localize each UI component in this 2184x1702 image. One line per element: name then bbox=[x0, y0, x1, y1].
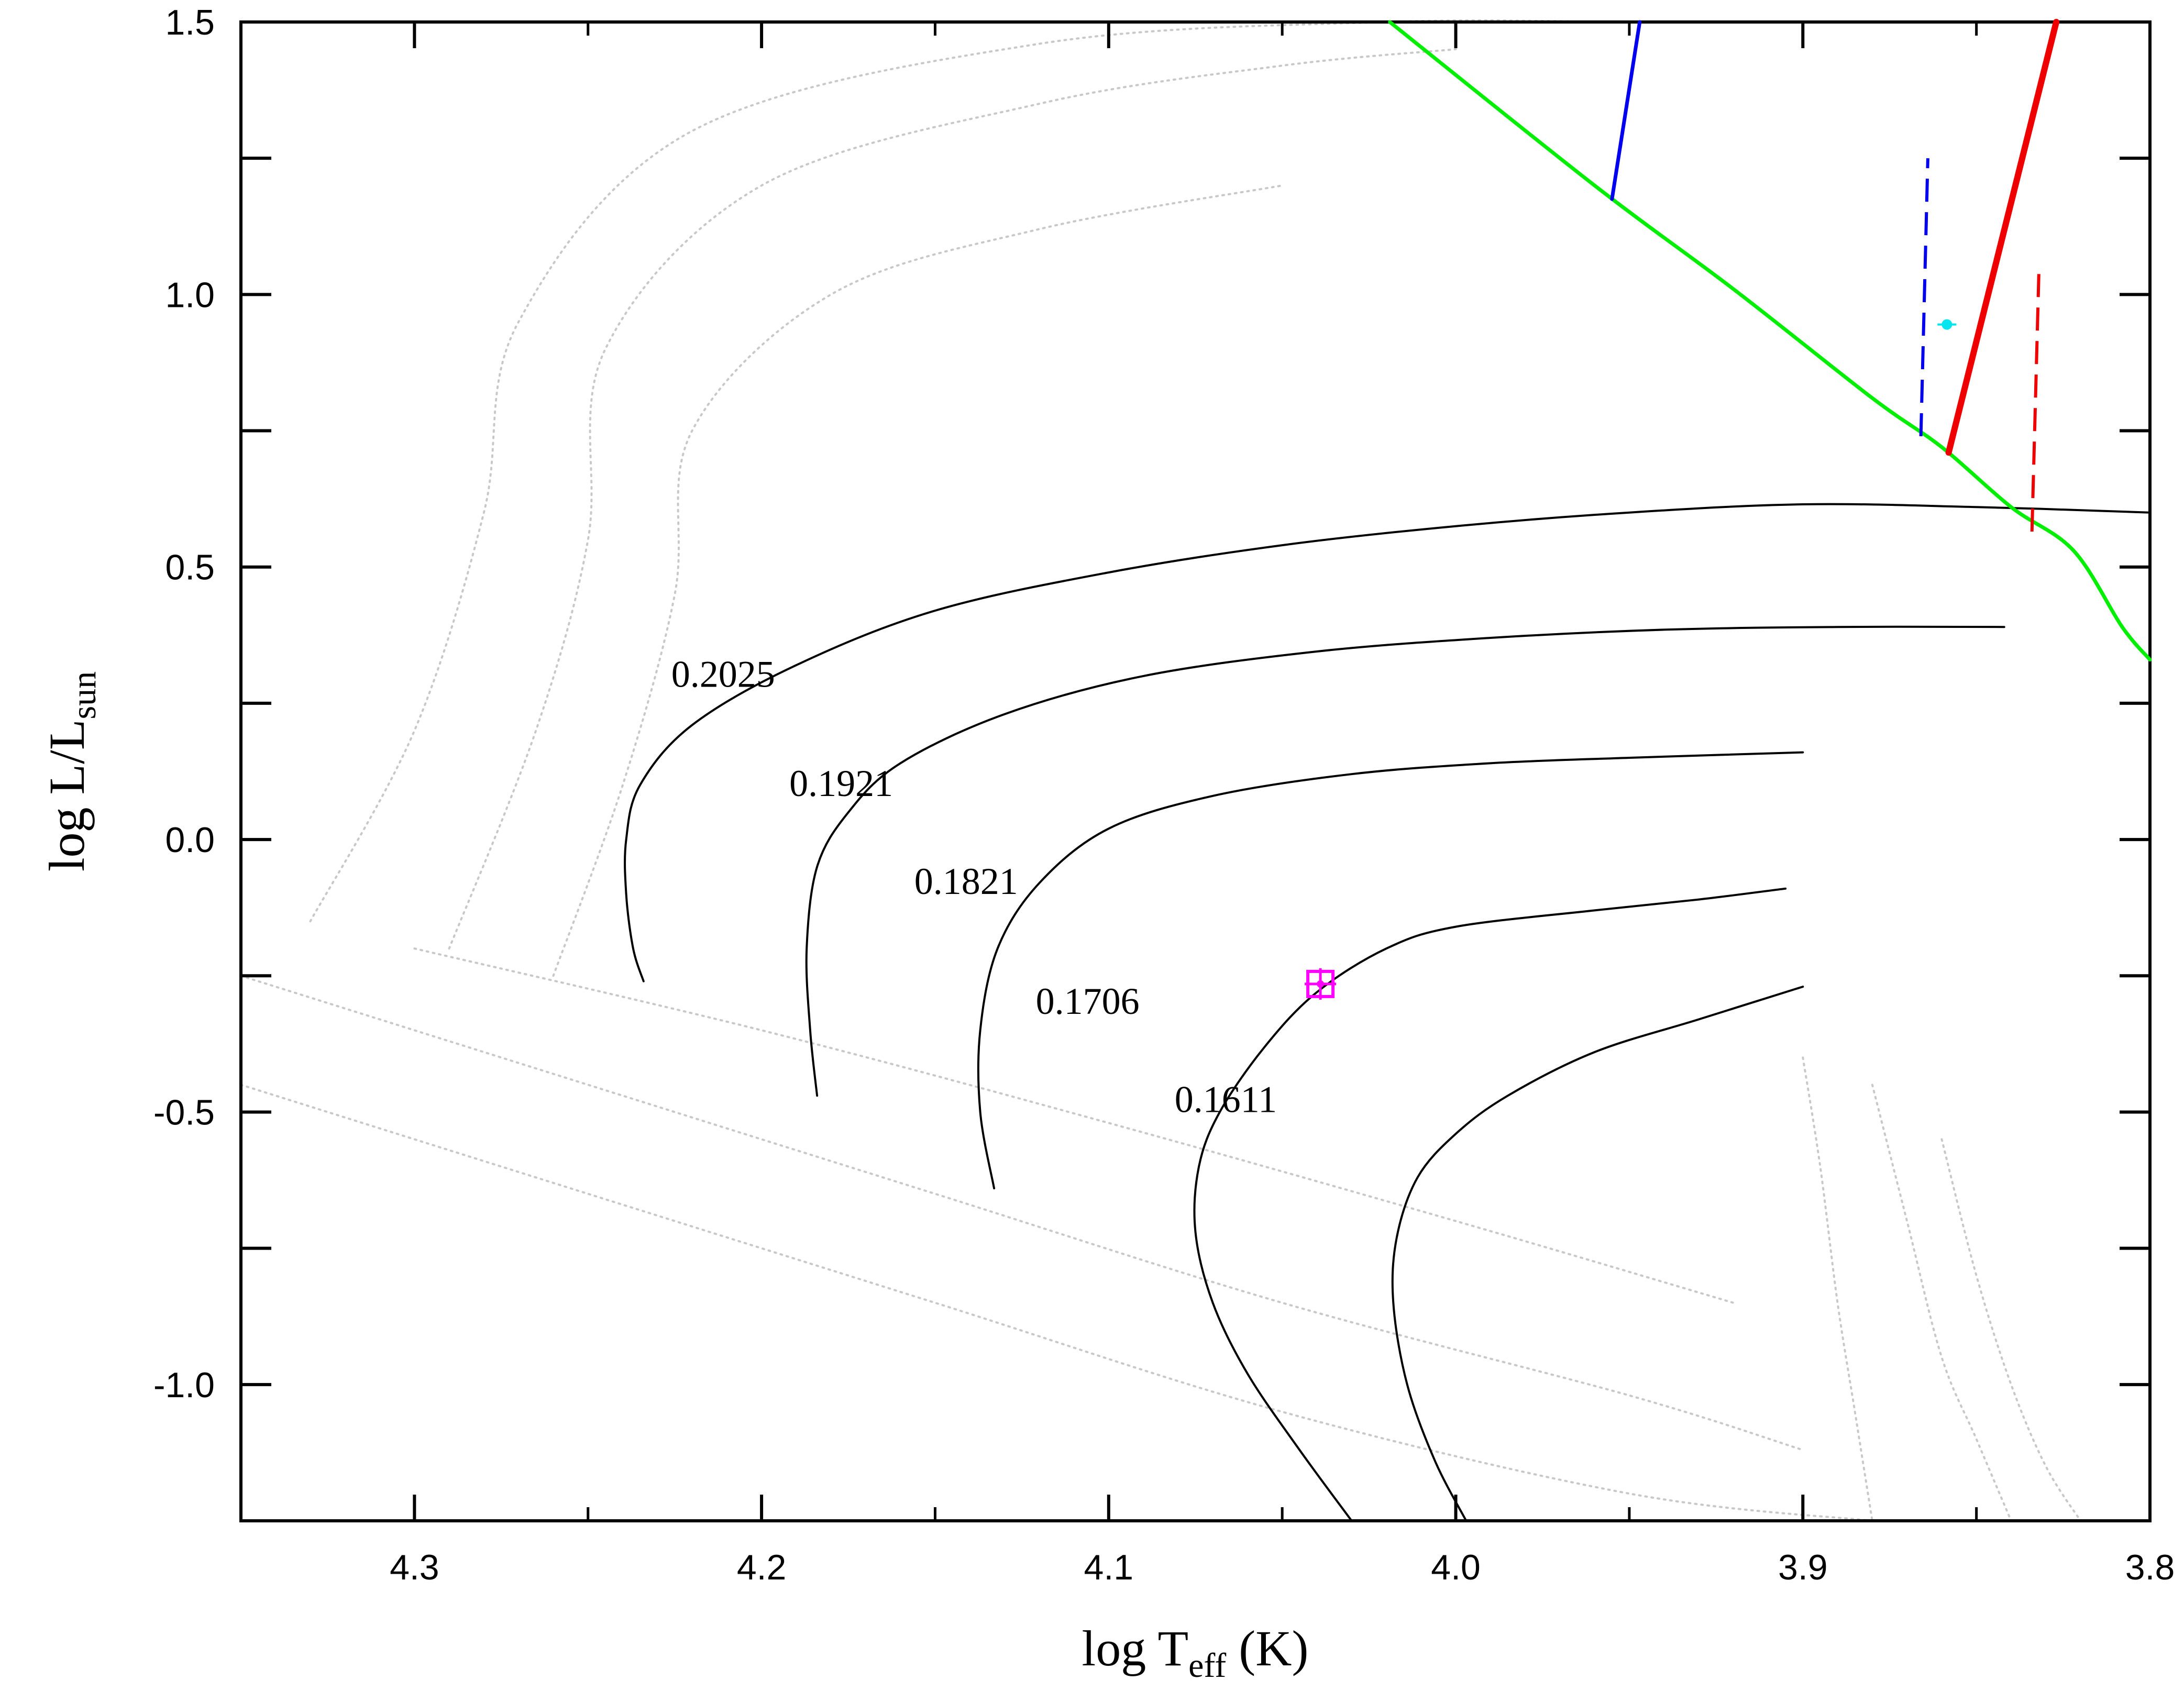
red-edge-solid bbox=[1949, 22, 2057, 452]
track-labels: 0.2025 0.1921 0.1821 0.1706 0.1611 bbox=[671, 654, 1277, 1121]
background-track-7 bbox=[1803, 1057, 1872, 1521]
background-track-3 bbox=[554, 185, 1283, 976]
y-tick-label: 0.0 bbox=[165, 820, 215, 860]
background-track-2 bbox=[449, 49, 1456, 948]
red-edge-dashed bbox=[2032, 273, 2039, 532]
x-tick-label: 4.0 bbox=[1431, 1548, 1481, 1587]
mass-track-0.2025 bbox=[625, 504, 2150, 981]
blue-edge-dashed bbox=[1921, 158, 1928, 436]
mass-track-0.1706 bbox=[1195, 889, 1786, 1521]
background-track-4 bbox=[241, 1085, 1872, 1521]
y-tick-label: 1.5 bbox=[165, 3, 215, 42]
background-track-9 bbox=[1942, 1140, 2080, 1521]
data-points bbox=[1305, 319, 1956, 1000]
background-tracks bbox=[241, 20, 2081, 1521]
x-tick-label: 3.8 bbox=[2125, 1548, 2175, 1587]
x-tick-label: 3.9 bbox=[1778, 1548, 1828, 1587]
y-tick-label: -1.0 bbox=[153, 1365, 215, 1405]
zams-line bbox=[1390, 22, 2150, 660]
y-tick-label: -0.5 bbox=[153, 1092, 215, 1132]
track-label-0.1821: 0.1821 bbox=[914, 860, 1018, 902]
y-tick-label: 0.5 bbox=[165, 548, 215, 588]
axis-ticks: 4.3 4.2 4.1 4.0 3.9 3.8 -1.0 -0.5 0.0 0.5 1.0 1.5 bbox=[153, 3, 2175, 1587]
track-label-0.1921: 0.1921 bbox=[789, 762, 893, 804]
plot-frame bbox=[241, 22, 2150, 1521]
target-star-dot bbox=[1317, 980, 1324, 988]
track-label-0.1706: 0.1706 bbox=[1036, 980, 1140, 1022]
blue-edge-solid bbox=[1612, 22, 1640, 199]
x-tick-label: 4.2 bbox=[737, 1548, 787, 1587]
y-tick-label: 1.0 bbox=[165, 275, 215, 315]
x-tick-label: 4.1 bbox=[1084, 1548, 1134, 1587]
background-track-5 bbox=[241, 976, 1803, 1450]
track-label-0.1611: 0.1611 bbox=[1175, 1078, 1277, 1120]
axes-frame bbox=[241, 22, 2150, 1521]
mass-track-0.1821 bbox=[978, 753, 1803, 1189]
x-tick-label: 4.3 bbox=[390, 1548, 439, 1587]
background-track-8 bbox=[1872, 1085, 2011, 1521]
track-label-0.2025: 0.2025 bbox=[671, 654, 775, 695]
x-axis-title: log Teff (K) bbox=[1082, 1620, 1309, 1685]
mass-track-0.1611 bbox=[1393, 987, 1803, 1521]
y-axis-title: log L/Lsun bbox=[39, 671, 103, 871]
background-track-1 bbox=[311, 20, 1803, 921]
